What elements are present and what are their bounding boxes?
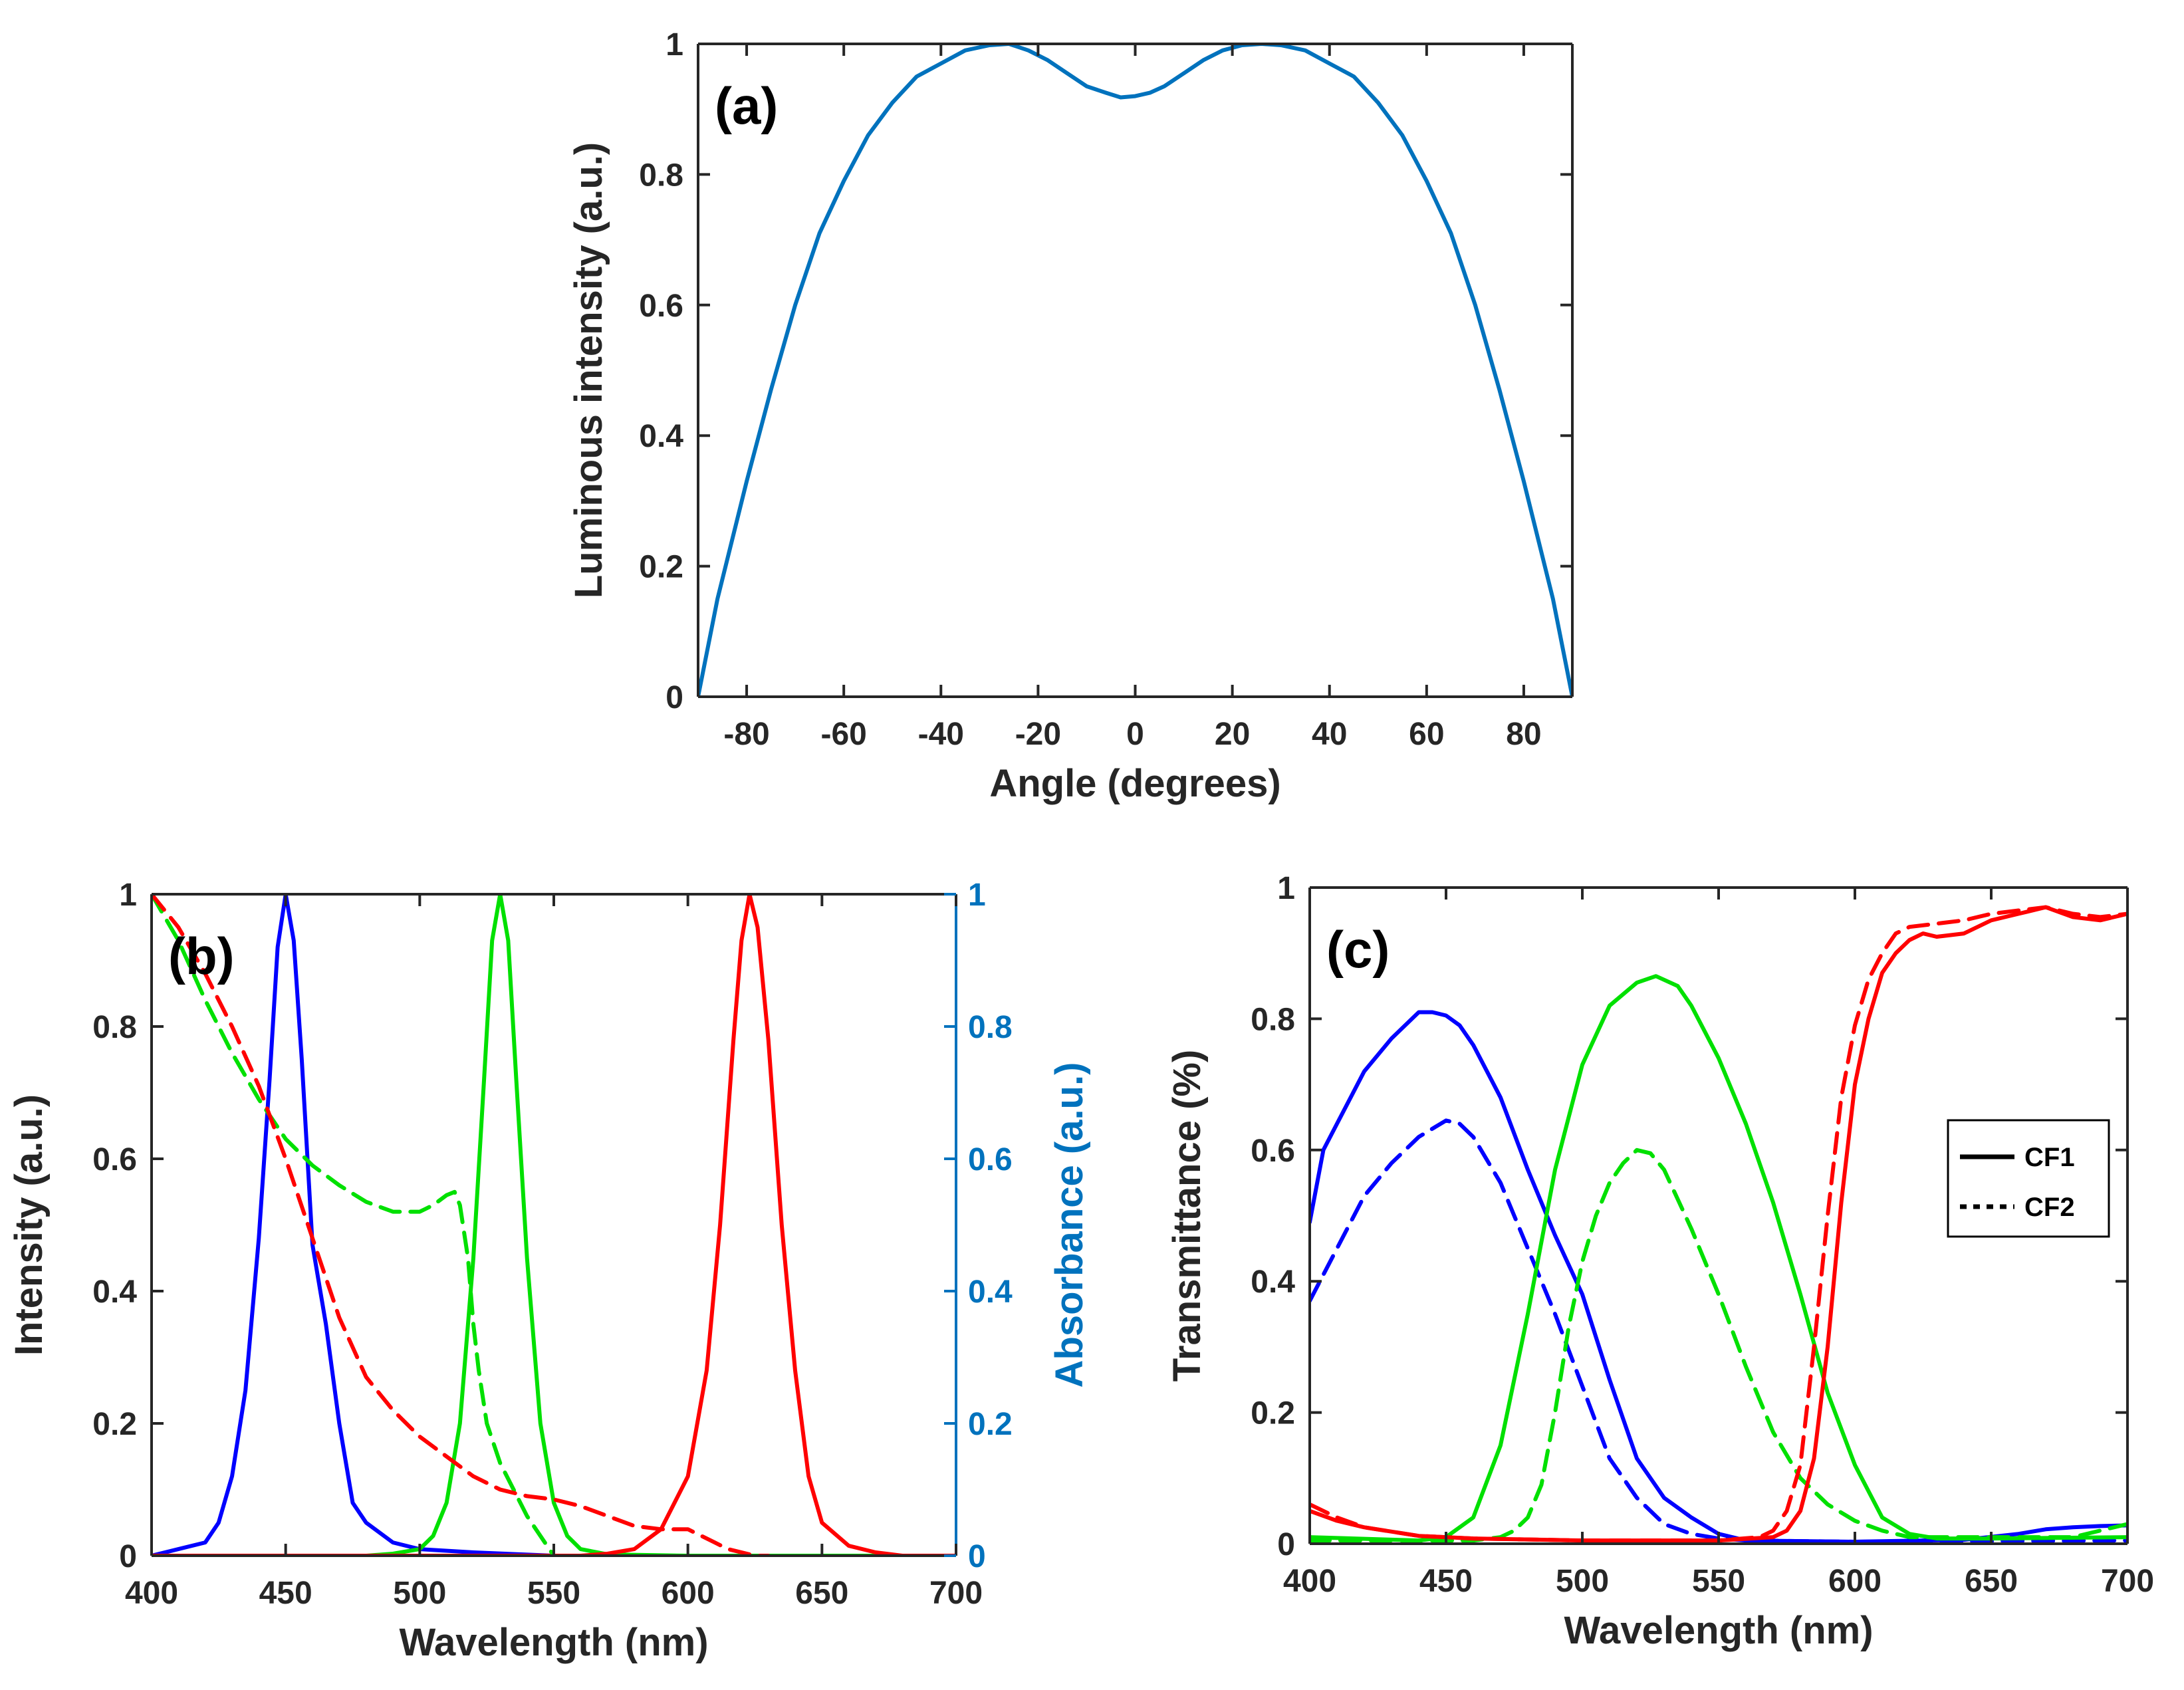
series-line-red-emission	[152, 894, 956, 1556]
series-line-cf1-green	[1310, 974, 2127, 1543]
y-tick-label: 0.2	[639, 550, 683, 585]
y-tick-label: 1	[119, 878, 137, 913]
y-tick-label: 0.8	[92, 1010, 137, 1045]
y-right-axis-title: Absorbance (a.u.)	[1048, 1062, 1091, 1388]
x-axis-title: Angle (degrees)	[989, 762, 1280, 805]
x-axis-title: Wavelength (nm)	[399, 1621, 708, 1664]
panel-label: (a)	[715, 76, 778, 135]
chart-panel-a: -80 -60 -40 -20 0 20 40 60 80 0 0.2 0.4 0.6 0.8 1 Angle…	[567, 27, 1574, 805]
y-right-tick-label: 0.6	[968, 1142, 1013, 1177]
y-tick-label: 0	[666, 680, 683, 715]
x-tick-label: 80	[1506, 717, 1541, 752]
x-tick-label: 700	[2101, 1564, 2154, 1599]
y-tick-label: 0.4	[92, 1274, 137, 1310]
series-line-red-absorbance	[152, 894, 771, 1556]
x-tick-label: -80	[723, 717, 769, 752]
series-line-green-emission	[152, 894, 956, 1556]
x-tick-label: 0	[1126, 717, 1144, 752]
x-tick-label: 700	[929, 1576, 983, 1611]
y-axis-title: Transmittance (%)	[1165, 1050, 1209, 1382]
y-tick-label: 0.4	[1251, 1265, 1295, 1300]
series-line-angular-profile	[698, 44, 1572, 697]
y-tick-label: 0	[119, 1539, 137, 1574]
y-right-tick-label: 0.2	[968, 1407, 1013, 1442]
legend: CF1 CF2	[1947, 1119, 2110, 1238]
x-tick-label: 40	[1312, 717, 1347, 752]
legend-label: CF1	[2024, 1143, 2075, 1172]
y-tick-label: 0.8	[639, 158, 683, 193]
y-tick-label: 0.2	[92, 1407, 137, 1442]
legend-box	[1947, 1119, 2110, 1238]
x-tick-label: 650	[795, 1576, 848, 1611]
x-tick-label: 500	[393, 1576, 446, 1611]
y-axis-title: Luminous intensity (a.u.)	[567, 142, 610, 598]
series-group	[698, 44, 1572, 697]
y-right-tick-label: 1	[968, 878, 986, 913]
x-tick-label: 550	[1692, 1564, 1745, 1599]
panel-label: (c)	[1326, 920, 1390, 979]
x-axis-title: Wavelength (nm)	[1564, 1609, 1873, 1652]
x-tick-label: -20	[1015, 717, 1061, 752]
series-line-cf2-red	[1310, 905, 2127, 1543]
y-right-tick-label: 0.4	[968, 1274, 1013, 1310]
y-tick-label: 1	[1277, 871, 1295, 906]
y-tick-label: 0.8	[1251, 1002, 1295, 1037]
y-tick-label: 0.2	[1251, 1396, 1295, 1431]
y-tick-label: 1	[666, 27, 683, 62]
series-group	[152, 894, 956, 1556]
series-group	[1310, 905, 2127, 1544]
x-tick-label: 500	[1556, 1564, 1609, 1599]
x-tick-label: 600	[1828, 1564, 1881, 1599]
y-tick-label: 0.4	[639, 419, 683, 454]
x-tick-label: 60	[1409, 717, 1444, 752]
x-tick-label: 450	[1419, 1564, 1473, 1599]
chart-panel-c: 400 450 500 550 600 650 700 0 0.2 0.4 0.6 0.8 1 Wavel…	[1165, 871, 2154, 1652]
x-tick-label: 600	[662, 1576, 715, 1611]
x-tick-label: 450	[259, 1576, 312, 1611]
x-tick-label: 20	[1215, 717, 1250, 752]
y-tick-label: 0	[1277, 1527, 1295, 1562]
x-tick-label: 400	[125, 1576, 178, 1611]
legend-label: CF2	[2024, 1193, 2075, 1222]
x-tick-label: 550	[527, 1576, 580, 1611]
y-tick-label: 0.6	[92, 1142, 137, 1177]
y-tick-label: 0.6	[1251, 1134, 1295, 1169]
x-tick-label: -40	[918, 717, 964, 752]
panel-label: (b)	[168, 927, 235, 985]
series-line-blue-emission	[152, 894, 956, 1556]
series-line-green-absorbance	[152, 894, 556, 1556]
y-right-tick-label: 0.8	[968, 1010, 1013, 1045]
y-right-tick-label: 0	[968, 1539, 986, 1574]
series-line-cf1-blue	[1310, 1010, 2127, 1544]
series-line-cf2-green	[1310, 1147, 2127, 1543]
x-tick-label: 650	[1965, 1564, 2018, 1599]
x-tick-label: -60	[820, 717, 866, 752]
y-axis-title: Intensity (a.u.)	[7, 1094, 51, 1356]
x-tick-label: 400	[1283, 1564, 1336, 1599]
y-tick-label: 0.6	[639, 289, 683, 324]
